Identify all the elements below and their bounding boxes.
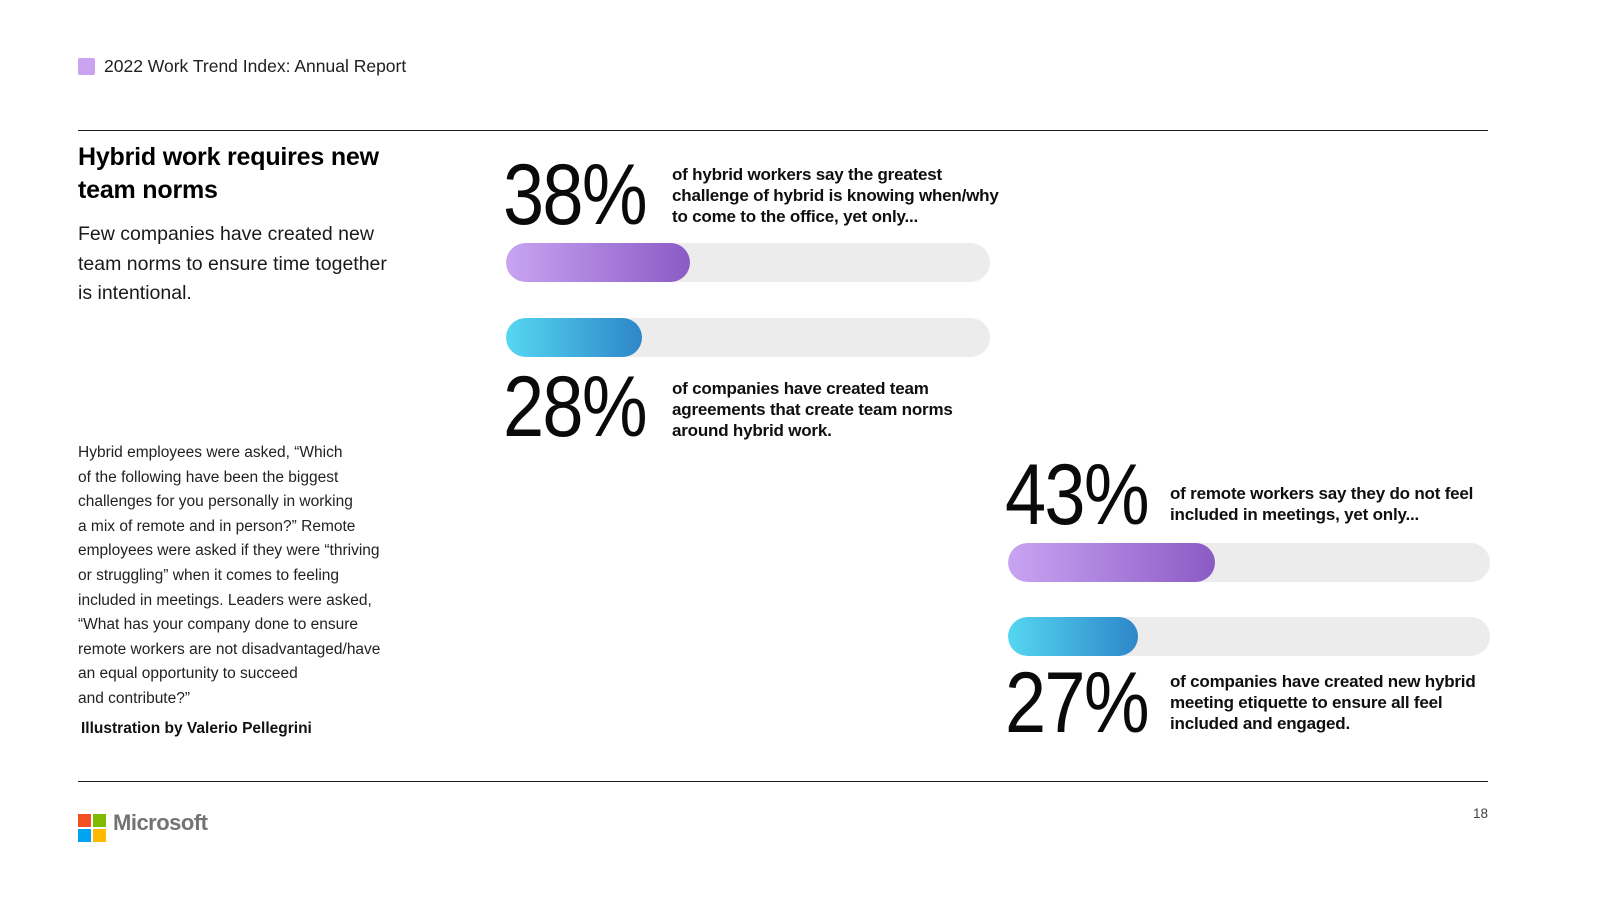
methodology-line: and contribute?”: [78, 689, 191, 707]
microsoft-logo-text: Microsoft: [113, 810, 208, 835]
methodology-line: remote workers are not disadvantaged/hav…: [78, 640, 381, 658]
page-title-line: team norms: [78, 176, 218, 204]
page-subtitle: Few companies have created new team norm…: [78, 220, 387, 309]
subtitle-line: Few companies have created new: [78, 223, 374, 245]
stat-value-team-agreements: 28%: [503, 359, 648, 455]
stat-caption-hybrid-workers: of hybrid workers say the greatest chall…: [672, 164, 999, 227]
caption-line: around hybrid work.: [672, 421, 832, 440]
methodology-line: of the following have been the biggest: [78, 468, 339, 486]
caption-line: of hybrid workers say the greatest: [672, 165, 943, 184]
bar-fill-remote-workers: [1008, 543, 1216, 582]
illustration-credit: Illustration by Valerio Pellegrini: [81, 720, 312, 737]
report-header-title: 2022 Work Trend Index: Annual Report: [104, 56, 407, 76]
subtitle-line: team norms to ensure time together: [78, 252, 387, 275]
methodology-line: “What has your company done to ensure: [78, 616, 359, 634]
stat-value-hybrid-workers: 38%: [503, 147, 648, 243]
bar-fill-hybrid-workers: [506, 243, 690, 282]
caption-line: challenge of hybrid is knowing when/why: [672, 186, 999, 205]
logo-square-red: [78, 814, 91, 827]
methodology-note: Hybrid employees were asked, “Which of t…: [78, 441, 380, 712]
caption-line: of companies have created new hybrid: [1170, 672, 1476, 691]
bar-fill-team-agreements: [506, 318, 642, 357]
caption-line: included and engaged.: [1170, 714, 1350, 733]
caption-line: included in meetings, yet only...: [1170, 505, 1420, 524]
methodology-line: Hybrid employees were asked, “Which: [78, 444, 343, 461]
page-title: Hybrid work requires new team norms: [78, 141, 379, 207]
stat-caption-meeting-etiquette: of companies have created new hybrid mee…: [1170, 671, 1476, 734]
caption-line: meeting etiquette to ensure all feel: [1170, 693, 1443, 712]
methodology-line: an equal opportunity to succeed: [78, 665, 298, 683]
caption-line: of remote workers say they do not feel: [1170, 484, 1474, 503]
caption-line: to come to the office, yet only...: [672, 207, 919, 226]
bar-fill-meeting-etiquette: [1008, 617, 1139, 656]
bar-track-meeting-etiquette: [1008, 617, 1490, 656]
methodology-line: included in meetings. Leaders were asked…: [78, 591, 372, 609]
stat-caption-team-agreements: of companies have created team agreement…: [672, 378, 953, 441]
top-divider: [78, 130, 1488, 131]
logo-square-blue: [78, 829, 91, 842]
accent-square-icon: [78, 58, 95, 75]
stat-value-remote-workers: 43%: [1005, 447, 1150, 543]
page-title-line: Hybrid work requires new: [78, 143, 379, 171]
stat-caption-remote-workers: of remote workers say they do not feel i…: [1170, 483, 1473, 525]
caption-line: of companies have created team: [672, 379, 929, 398]
methodology-line: challenges for you personally in working: [78, 493, 353, 511]
bar-track-remote-workers: [1008, 543, 1490, 582]
methodology-line: or struggling” when it comes to feeling: [78, 566, 340, 584]
stat-value-meeting-etiquette: 27%: [1005, 655, 1150, 751]
subtitle-line: is intentional.: [78, 282, 192, 304]
logo-square-green: [93, 814, 106, 827]
page-number: 18: [1472, 806, 1488, 821]
logo-square-yellow: [93, 829, 106, 842]
bottom-divider: [78, 781, 1488, 782]
caption-line: agreements that create team norms: [672, 400, 953, 419]
bar-track-team-agreements: [506, 318, 990, 357]
methodology-line: a mix of remote and in person?” Remote: [78, 517, 356, 535]
microsoft-logo-icon: [78, 814, 106, 842]
methodology-line: employees were asked if they were “thriv…: [78, 542, 380, 560]
bar-track-hybrid-workers: [506, 243, 990, 282]
